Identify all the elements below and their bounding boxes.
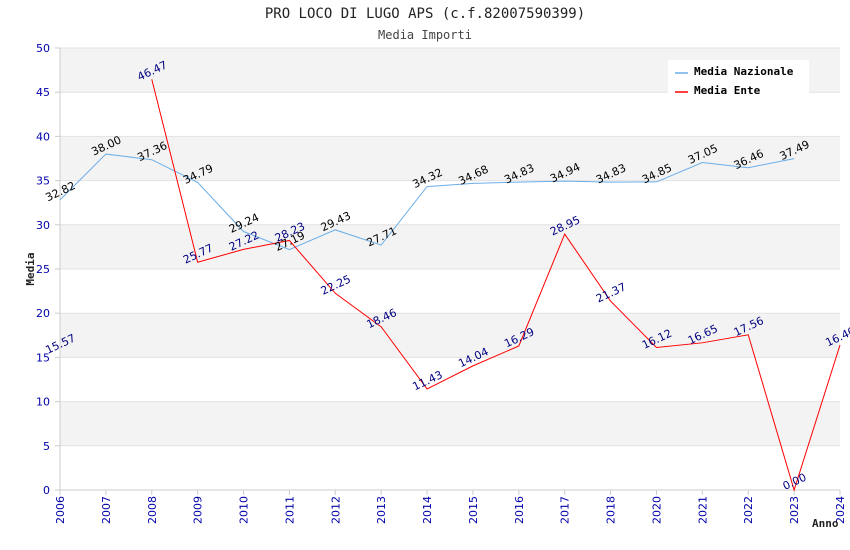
x-tick-label: 2016	[513, 496, 526, 524]
x-tick-label: 2015	[467, 496, 480, 524]
x-tick-label: 2014	[421, 496, 434, 524]
grid-band	[60, 224, 840, 269]
x-tick-label: 2011	[283, 496, 296, 524]
y-tick-label: 35	[36, 175, 50, 188]
legend: Media Nazionale Media Ente	[668, 60, 809, 98]
chart-title: PRO LOCO DI LUGO APS (c.f.82007590399)	[265, 6, 585, 22]
x-axis-label: Anno	[812, 517, 839, 530]
x-tick-label: 2007	[100, 496, 113, 524]
y-tick-label: 10	[36, 396, 50, 409]
y-tick-label: 25	[36, 263, 50, 276]
x-tick-label: 2013	[375, 496, 388, 524]
x-tick-label: 2006	[54, 496, 67, 524]
x-tick-label: 2008	[146, 496, 159, 524]
x-tick-label: 2018	[605, 496, 618, 524]
legend-label-media-nazionale: Media Nazionale	[694, 65, 794, 78]
grid-bands	[60, 48, 840, 446]
y-tick-label: 20	[36, 307, 50, 320]
x-tick-label: 2017	[559, 496, 572, 524]
x-tick-label: 2023	[788, 496, 801, 524]
y-tick-labels: 0 5 10 15 20 25 30 35 40 45 50	[36, 42, 50, 497]
y-tick-label: 15	[36, 351, 50, 364]
y-tick-label: 0	[43, 484, 50, 497]
x-tick-label: 2010	[238, 496, 251, 524]
series-line-media-ente	[151, 79, 841, 492]
data-label: 11.43	[411, 368, 445, 393]
y-tick-label: 45	[36, 86, 50, 99]
x-tick-labels: 2006 2007 2008 2009 2010 2011 2012 2013 2014 2015…	[54, 496, 847, 524]
x-tick-label: 2021	[696, 496, 709, 524]
series-lines	[59, 79, 841, 492]
grid-band	[60, 136, 840, 181]
grid-band	[60, 313, 840, 358]
chart-subtitle: Media Importi	[378, 28, 472, 42]
x-tick-label: 2024	[834, 496, 847, 524]
y-tick-label: 50	[36, 42, 50, 55]
x-tick-label: 2012	[329, 496, 342, 524]
x-tick-label: 2009	[192, 496, 205, 524]
y-axis-label: Media	[24, 252, 37, 285]
legend-label-media-ente: Media Ente	[694, 84, 761, 97]
legend-box	[668, 60, 809, 98]
y-tick-label: 40	[36, 130, 50, 143]
y-tick-label: 30	[36, 219, 50, 232]
x-tick-label: 2020	[650, 496, 663, 524]
grid-band	[60, 401, 840, 446]
y-tick-label: 5	[43, 440, 50, 453]
x-tick-label: 2022	[742, 496, 755, 524]
series-line-media-nazionale	[59, 153, 795, 251]
